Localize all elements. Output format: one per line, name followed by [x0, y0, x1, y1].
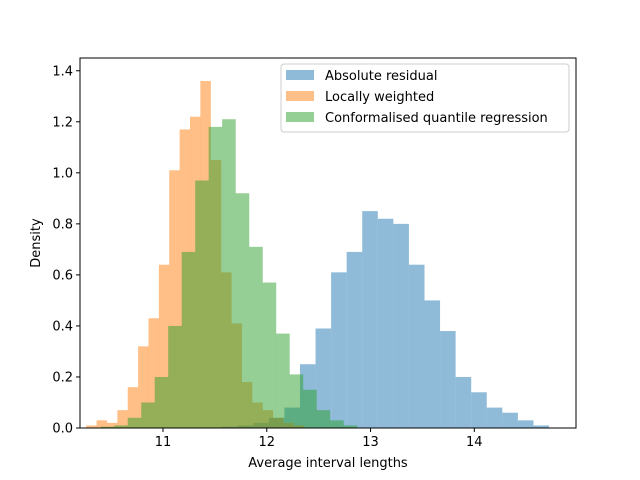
- y-tick-label: 1.2: [52, 115, 73, 130]
- bar-series-2-bin-2: [127, 417, 142, 428]
- x-axis-label: Average interval lengths: [248, 456, 408, 471]
- bar-series-0-bin-16: [471, 392, 487, 428]
- bar-series-2-bin-8: [208, 126, 223, 429]
- bar-series-0-bin-11: [393, 223, 409, 428]
- bar-series-1-bin-8: [169, 170, 180, 428]
- bar-series-1-bin-1: [96, 420, 108, 428]
- bar-series-2-bin-1: [114, 425, 128, 428]
- bar-series-2-bin-7: [195, 180, 209, 428]
- x-axis-ticks: 11 12 13 14: [155, 428, 483, 450]
- legend-label-locally-weighted: Locally weighted: [325, 90, 434, 105]
- bar-series-0-bin-7: [331, 272, 347, 428]
- bar-series-1-bin-7: [158, 264, 170, 428]
- x-tick-label: 12: [259, 435, 276, 450]
- bar-series-1-bin-6: [148, 318, 159, 428]
- plot-frame: [79, 57, 577, 429]
- series-0-bars: [222, 211, 550, 428]
- bar-series-0-bin-19: [517, 420, 534, 428]
- y-axis-ticks: 0.0 0.2 0.4 0.6 0.8 1.0 1.2 1.4: [52, 64, 80, 437]
- bar-series-0-bin-14: [440, 331, 456, 428]
- bar-series-0-bin-10: [377, 218, 394, 428]
- bar-series-2-bin-17: [330, 420, 344, 428]
- bar-series-0-bin-20: [533, 425, 550, 428]
- legend-swatch-locally-weighted: [286, 91, 314, 101]
- bar-series-2-bin-15: [303, 389, 317, 428]
- bar-series-2-bin-4: [154, 376, 169, 428]
- bar-series-0-bin-13: [424, 300, 441, 428]
- bar-series-2-bin-13: [276, 333, 290, 428]
- bar-series-1-bin-2: [106, 422, 118, 428]
- legend-frame: [280, 63, 570, 133]
- bar-series-2-bin-3: [141, 402, 155, 428]
- y-tick-label: 1.0: [52, 166, 73, 181]
- y-tick-label: 0.2: [52, 370, 73, 385]
- bar-series-1-bin-3: [117, 410, 128, 428]
- bar-series-2-bin-10: [235, 193, 250, 428]
- bar-series-0-bin-6: [315, 328, 332, 428]
- legend-label-absolute-residual: Absolute residual: [325, 69, 437, 84]
- x-tick-label: 13: [362, 435, 379, 450]
- y-tick-label: 0.4: [52, 319, 73, 334]
- bars-layer: [86, 80, 550, 429]
- y-tick-label: 1.4: [52, 64, 73, 79]
- bar-series-2-bin-6: [181, 251, 196, 428]
- bar-series-2-bin-16: [316, 410, 331, 428]
- bar-series-1-bin-5: [138, 346, 149, 428]
- legend-swatch-absolute-residual: [286, 70, 314, 80]
- bar-series-0-bin-12: [408, 264, 425, 428]
- bar-series-2-bin-0: [100, 426, 115, 428]
- series-2-bars: [100, 119, 358, 429]
- bar-series-0-bin-17: [486, 407, 503, 428]
- bar-series-2-bin-9: [222, 119, 236, 429]
- bar-series-1-bin-0: [86, 425, 97, 428]
- bar-series-2-bin-11: [249, 246, 263, 428]
- x-tick-label: 11: [155, 435, 172, 450]
- legend-label-cqr: Conformalised quantile regression: [325, 111, 548, 126]
- y-tick-label: 0.0: [52, 422, 73, 437]
- bar-series-0-bin-8: [346, 251, 363, 428]
- legend-swatch-cqr: [286, 112, 314, 122]
- y-tick-label: 0.6: [52, 268, 73, 283]
- bar-series-0-bin-18: [502, 412, 518, 428]
- x-tick-label: 14: [466, 435, 483, 450]
- bar-series-0-bin-9: [362, 211, 378, 428]
- y-tick-label: 0.8: [52, 217, 73, 232]
- bar-series-2-bin-18: [343, 425, 358, 428]
- bar-series-2-bin-5: [168, 325, 182, 428]
- bar-series-2-bin-12: [262, 282, 277, 428]
- legend: Absolute residual Locally weighted Confo…: [280, 63, 570, 133]
- bar-series-1-bin-4: [127, 387, 139, 428]
- y-axis-label: Density: [29, 218, 44, 268]
- bar-series-2-bin-14: [289, 374, 304, 428]
- bar-series-0-bin-15: [455, 376, 472, 428]
